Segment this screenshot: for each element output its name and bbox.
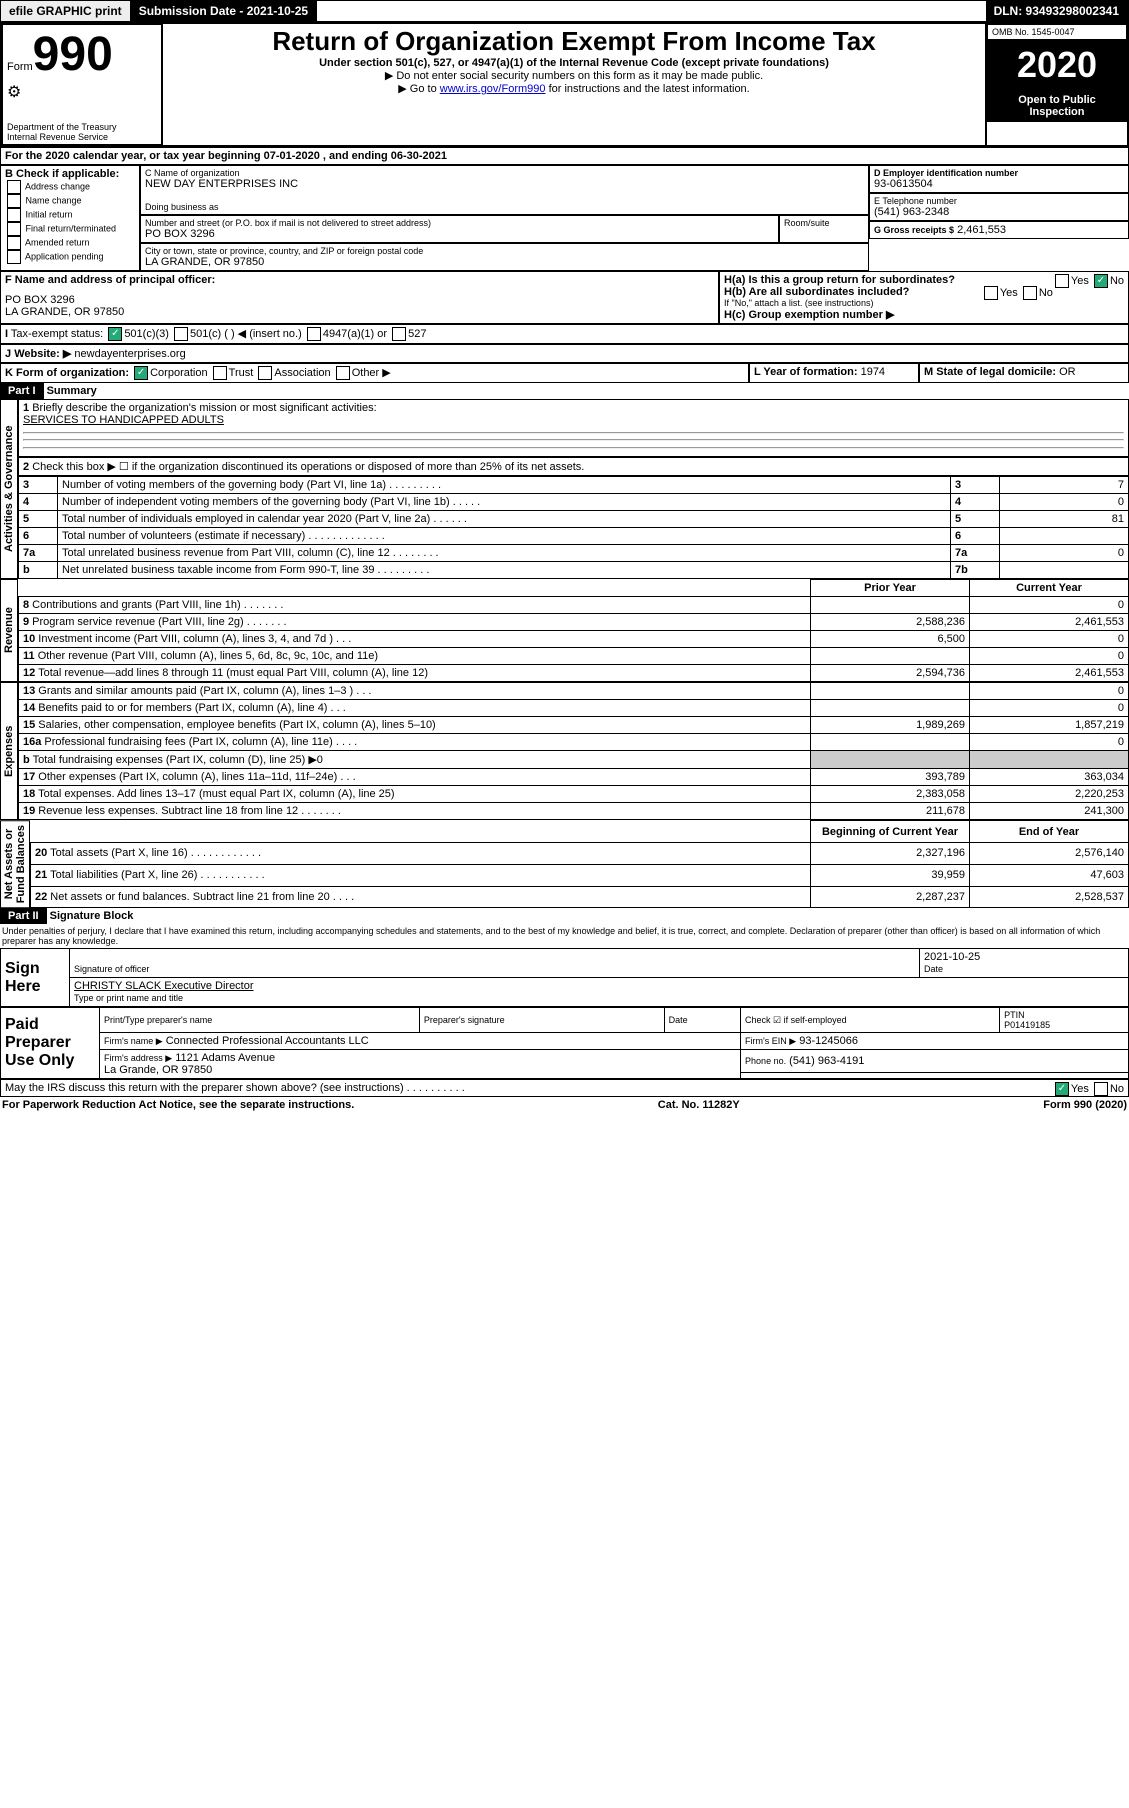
line-k: K Form of organization: ✓Corporation Tru…	[0, 363, 749, 383]
expenses-table: 13 Grants and similar amounts paid (Part…	[18, 682, 1129, 820]
discuss-line: May the IRS discuss this return with the…	[0, 1079, 1129, 1097]
form-label: Form	[7, 61, 33, 73]
address: PO BOX 3296	[145, 228, 774, 240]
governance-table: 3Number of voting members of the governi…	[18, 476, 1129, 579]
dept: Department of the Treasury Internal Reve…	[7, 122, 157, 142]
revenue-table: Prior YearCurrent Year 8 Contributions a…	[18, 579, 1129, 682]
form-number: 990	[33, 28, 113, 81]
city: LA GRANDE, OR 97850	[145, 256, 864, 268]
dln: DLN: 93493298002341	[986, 1, 1128, 21]
firm-ein: 93-1245066	[799, 1035, 858, 1047]
part2-hdr: Part II	[0, 908, 47, 924]
ein: 93-0613504	[874, 178, 1124, 190]
section-b: B Check if applicable: Address change Na…	[0, 165, 140, 271]
footer-left: For Paperwork Reduction Act Notice, see …	[2, 1099, 354, 1111]
section-h: H(a) Is this a group return for subordin…	[719, 271, 1129, 324]
mission: SERVICES TO HANDICAPPED ADULTS	[23, 414, 224, 426]
line-i: I Tax-exempt status: ✓501(c)(3) 501(c) (…	[0, 324, 1129, 344]
preparer-block: Paid Preparer Use Only Print/Type prepar…	[0, 1007, 1129, 1079]
submission-date: Submission Date - 2021-10-25	[131, 1, 317, 21]
sign-block: Sign Here Signature of officer 2021-10-2…	[0, 948, 1129, 1007]
ptin: P01419185	[1004, 1020, 1050, 1030]
efile-btn[interactable]: efile GRAPHIC print	[1, 1, 131, 21]
note1: ▶ Do not enter social security numbers o…	[167, 69, 981, 82]
firm-name: Connected Professional Accountants LLC	[166, 1035, 369, 1047]
sidebar-net: Net Assets or Fund Balances	[0, 820, 30, 908]
tax-year: 2020	[987, 40, 1127, 90]
domicile: OR	[1059, 366, 1076, 378]
perjury: Under penalties of perjury, I declare th…	[0, 924, 1129, 948]
netassets-table: Beginning of Current YearEnd of Year 20 …	[30, 820, 1129, 908]
officer-name: CHRISTY SLACK Executive Director	[74, 980, 254, 992]
irs-link[interactable]: www.irs.gov/Form990	[440, 83, 546, 95]
line-j: J Website: ▶ newdayenterprises.org	[0, 344, 1129, 363]
sidebar-ag: Activities & Governance	[0, 399, 18, 579]
sidebar-exp: Expenses	[0, 682, 18, 820]
phone: (541) 963-2348	[874, 206, 1124, 218]
line-a: For the 2020 calendar year, or tax year …	[0, 147, 1129, 165]
footer-right: Form 990 (2020)	[1043, 1099, 1127, 1111]
sidebar-rev: Revenue	[0, 579, 18, 682]
open-public: Open to Public Inspection	[987, 90, 1127, 122]
omb: OMB No. 1545-0047	[987, 24, 1127, 40]
footer-cat: Cat. No. 11282Y	[354, 1099, 1043, 1111]
org-name: NEW DAY ENTERPRISES INC	[145, 178, 864, 190]
note2: ▶ Go to www.irs.gov/Form990 for instruct…	[167, 82, 981, 95]
officer-addr: PO BOX 3296 LA GRANDE, OR 97850	[5, 294, 714, 318]
gross-receipts: 2,461,553	[957, 224, 1006, 236]
top-bar: efile GRAPHIC print Submission Date - 20…	[0, 0, 1129, 22]
prep-phone: (541) 963-4191	[789, 1055, 864, 1067]
subtitle: Under section 501(c), 527, or 4947(a)(1)…	[167, 57, 981, 69]
form-header: Form990 ⚙ Department of the Treasury Int…	[0, 22, 1129, 147]
part1-hdr: Part I	[0, 383, 44, 399]
form-title: Return of Organization Exempt From Incom…	[167, 26, 981, 57]
year-formed: 1974	[861, 366, 885, 378]
